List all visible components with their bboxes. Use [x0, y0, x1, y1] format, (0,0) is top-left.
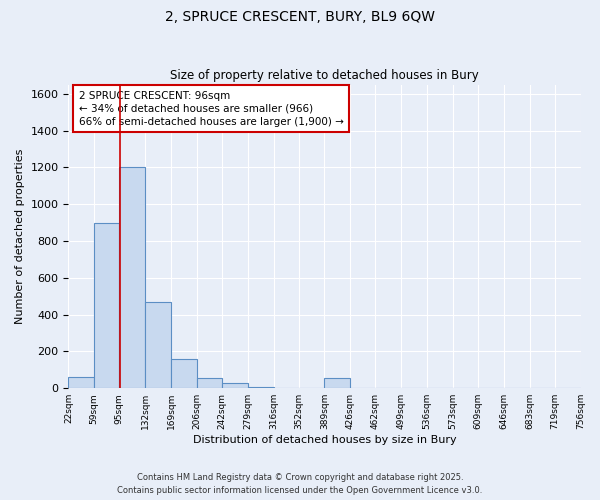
X-axis label: Distribution of detached houses by size in Bury: Distribution of detached houses by size …: [193, 435, 456, 445]
Bar: [94, 222, 119, 388]
Text: 2, SPRUCE CRESCENT, BURY, BL9 6QW: 2, SPRUCE CRESCENT, BURY, BL9 6QW: [165, 10, 435, 24]
Title: Size of property relative to detached houses in Bury: Size of property relative to detached ho…: [170, 69, 479, 82]
Text: Contains HM Land Registry data © Crown copyright and database right 2025.
Contai: Contains HM Land Registry data © Crown c…: [118, 474, 482, 495]
Bar: [222, 382, 248, 388]
Bar: [197, 378, 222, 388]
Bar: [68, 377, 94, 388]
Bar: [171, 359, 197, 388]
Bar: [119, 168, 145, 388]
Text: 2 SPRUCE CRESCENT: 96sqm
← 34% of detached houses are smaller (966)
66% of semi-: 2 SPRUCE CRESCENT: 96sqm ← 34% of detach…: [79, 90, 344, 127]
Bar: [145, 302, 171, 388]
Y-axis label: Number of detached properties: Number of detached properties: [15, 148, 25, 324]
Bar: [325, 378, 350, 388]
